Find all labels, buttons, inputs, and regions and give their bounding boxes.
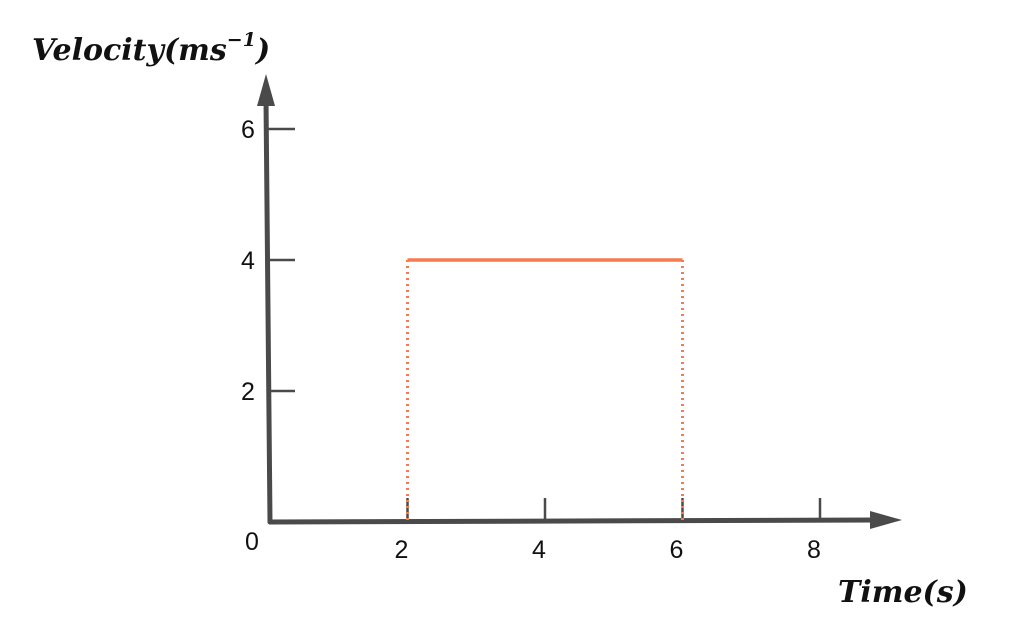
tick-labels: 2 4 6 2 4 6 8 [241,116,821,564]
y-axis-title-exponent: −1 [227,29,256,51]
x-tick-label-2: 2 [395,536,409,564]
y-axis-arrowhead [257,74,275,106]
y-tick-label-6: 6 [241,116,255,144]
x-axis-title: Time(s) [838,575,968,610]
x-tick-label-4: 4 [532,536,546,564]
y-tick-label-2: 2 [241,378,255,406]
data-marks [406,258,684,520]
y-axis-title-close: ) [254,33,270,68]
origin-label: 0 [245,528,259,556]
tick-marks [267,127,822,522]
x-axis-arrowhead [870,511,902,529]
x-tick-label-8: 8 [807,536,821,564]
y-axis-title-main: Velocity(ms [32,33,227,68]
y-axis-line [263,97,273,525]
x-tick-label-6: 6 [670,536,684,564]
x-axis-line [267,517,881,525]
y-tick-label-4: 4 [241,247,255,275]
y-axis-title: Velocity(ms−1) [32,29,270,68]
